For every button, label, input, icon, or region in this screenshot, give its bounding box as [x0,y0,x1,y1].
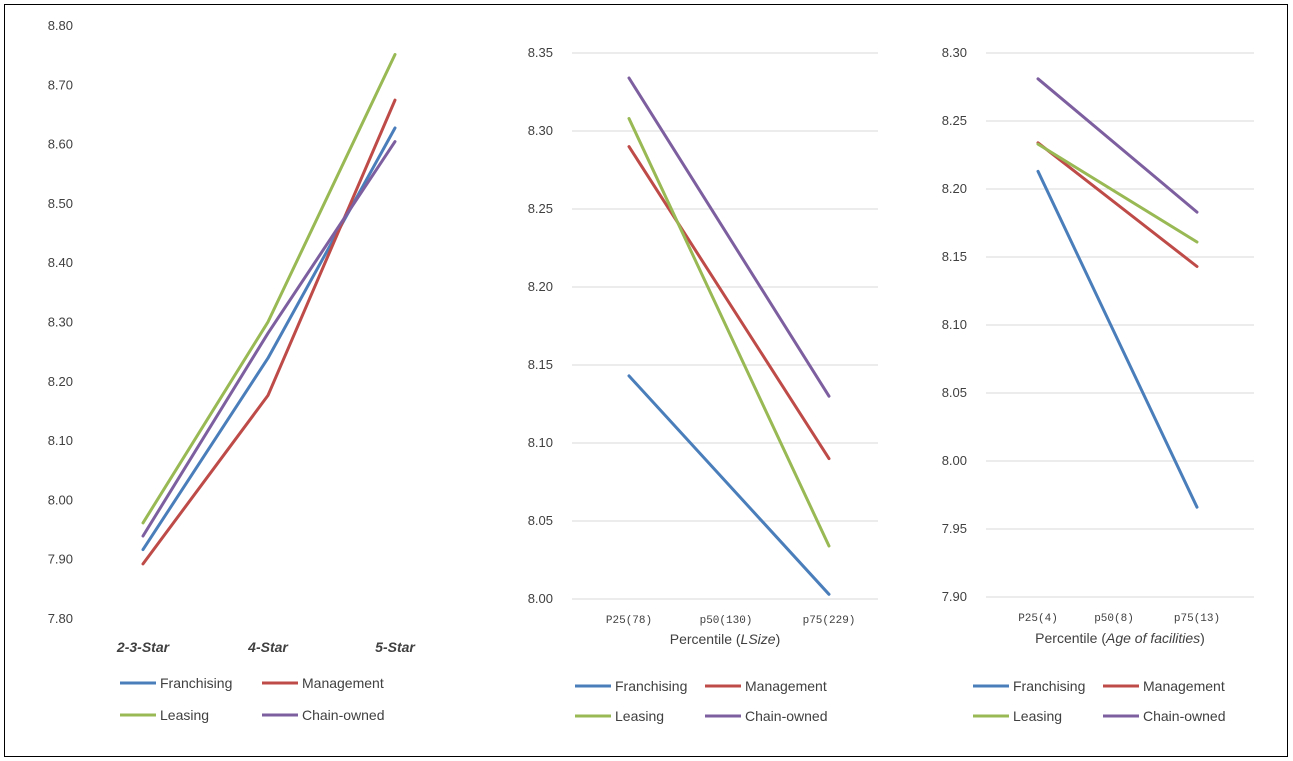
y-tick-label: 8.00 [942,453,967,468]
y-tick-label: 8.30 [48,315,73,330]
chart-panel-2: 8.00 8.05 8.10 8.15 8.20 8.25 8.30 8.35 P25(78) p… [528,45,878,724]
legend-label: Leasing [1013,708,1062,724]
legend-label: Leasing [615,708,664,724]
series-line-chain-owned [1036,77,1199,214]
y-tick-label: 8.15 [942,249,967,264]
y-tick-label: 8.10 [942,317,967,332]
y-tick-label: 8.05 [528,513,553,528]
x-axis-title-prefix: Percentile ( [670,631,741,647]
x-category-label: 5-Star [375,639,416,655]
x-category-label: 4-Star [247,639,289,655]
legend-label: Management [745,678,827,694]
chart-panel-1: 7.80 7.90 8.00 8.10 8.20 8.30 8.40 8.50 8.60 8.70… [48,18,417,723]
y-tick-label: 8.25 [528,201,553,216]
y-tick-label: 8.70 [48,77,73,92]
x-category-label: p75(13) [1174,613,1220,625]
y-tick-label: 8.25 [942,113,967,128]
y-tick-label: 8.35 [528,45,553,60]
y-tick-label: 8.20 [528,279,553,294]
x-axis-title: Percentile (LSize) [670,631,781,647]
y-tick-label: 8.20 [942,181,967,196]
y-tick-label: 8.15 [528,357,553,372]
legend-label: Franchising [160,675,232,691]
x-axis-title: Percentile (Age of facilities) [1035,630,1205,646]
series-line-chain-owned [141,140,397,538]
y-tick-label: 7.90 [942,589,967,604]
series-line-leasing [141,53,397,525]
series-line-chain-owned [627,76,831,398]
x-axis-title-prefix: Percentile ( [1035,630,1106,646]
legend-label: Chain-owned [302,707,385,723]
y-tick-label: 8.30 [528,123,553,138]
x-category-label: p75(229) [803,615,856,627]
legend-label: Management [1143,678,1225,694]
x-axis-title-suffix: ) [776,631,781,647]
y-tick-label: 8.80 [48,18,73,33]
y-tick-label: 8.20 [48,374,73,389]
legend-label: Leasing [160,707,209,723]
series-line-management [141,98,397,566]
chart-panel-3: 7.90 7.95 8.00 8.05 8.10 8.15 8.20 8.25 8.30 P25(… [942,45,1254,724]
legend-label: Management [302,675,384,691]
y-tick-label: 8.60 [48,137,73,152]
y-tick-label: 8.10 [528,435,553,450]
x-category-label: 2-3-Star [116,639,171,655]
figure-frame [4,4,1288,757]
series-line-franchising [1036,169,1199,509]
y-tick-label: 8.30 [942,45,967,60]
legend-label: Chain-owned [1143,708,1226,724]
legend-label: Franchising [615,678,687,694]
y-tick-label: 8.00 [48,492,73,507]
series-line-management [627,145,831,461]
y-tick-label: 8.50 [48,196,73,211]
y-tick-label: 8.10 [48,433,73,448]
y-tick-label: 8.00 [528,591,553,606]
x-axis-title-variable: LSize [741,631,776,647]
series-line-management [1036,141,1199,268]
x-category-label: P25(78) [606,615,652,627]
y-tick-label: 7.80 [48,611,73,626]
legend-label: Chain-owned [745,708,828,724]
x-category-label: P25(4) [1018,613,1058,625]
y-tick-label: 7.90 [48,552,73,567]
x-category-label: p50(130) [700,615,753,627]
y-tick-label: 8.05 [942,385,967,400]
y-tick-label: 8.40 [48,255,73,270]
series-line-leasing [627,117,831,548]
legend-label: Franchising [1013,678,1085,694]
x-category-label: p50(8) [1094,613,1134,625]
x-axis-title-suffix: ) [1200,630,1205,646]
y-tick-label: 7.95 [942,521,967,536]
x-axis-title-variable: Age of facilities [1105,630,1200,646]
series-line-franchising [627,374,831,596]
series-line-leasing [1036,142,1199,244]
